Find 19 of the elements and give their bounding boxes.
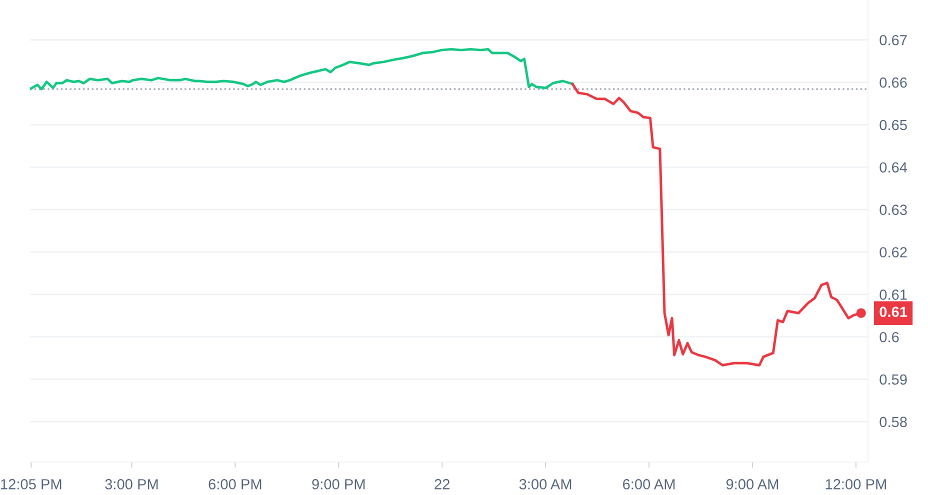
x-tick-label: 12:05 PM [1, 479, 62, 490]
y-tick-label: 0.67 [880, 34, 907, 46]
y-tick-label: 0.66 [880, 77, 907, 88]
y-tick-label: 0.58 [880, 416, 907, 428]
y-tick-label: 0.59 [880, 374, 907, 385]
y-tick-label: 0.61 [880, 290, 907, 300]
y-tick-label: 0.65 [880, 120, 907, 130]
x-tick-label: 12:00 PM [826, 479, 886, 490]
x-tick-label: 3:00 PM [105, 479, 158, 490]
x-tick-label: 6:00 PM [208, 479, 262, 490]
x-tick-label: 22 [434, 479, 450, 490]
y-tick-label: 0.64 [880, 162, 908, 173]
x-tick-label: 9:00 AM [726, 479, 778, 490]
x-tick-label: 3:00 AM [519, 479, 572, 490]
y-tick-label: 0.6 [880, 332, 899, 342]
y-tick-label: 0.62 [880, 247, 907, 258]
y-tick-label: 0.63 [880, 204, 907, 216]
x-tick-label: 6:00 AM [623, 479, 675, 490]
x-tick-label: 9:00 PM [312, 479, 365, 490]
